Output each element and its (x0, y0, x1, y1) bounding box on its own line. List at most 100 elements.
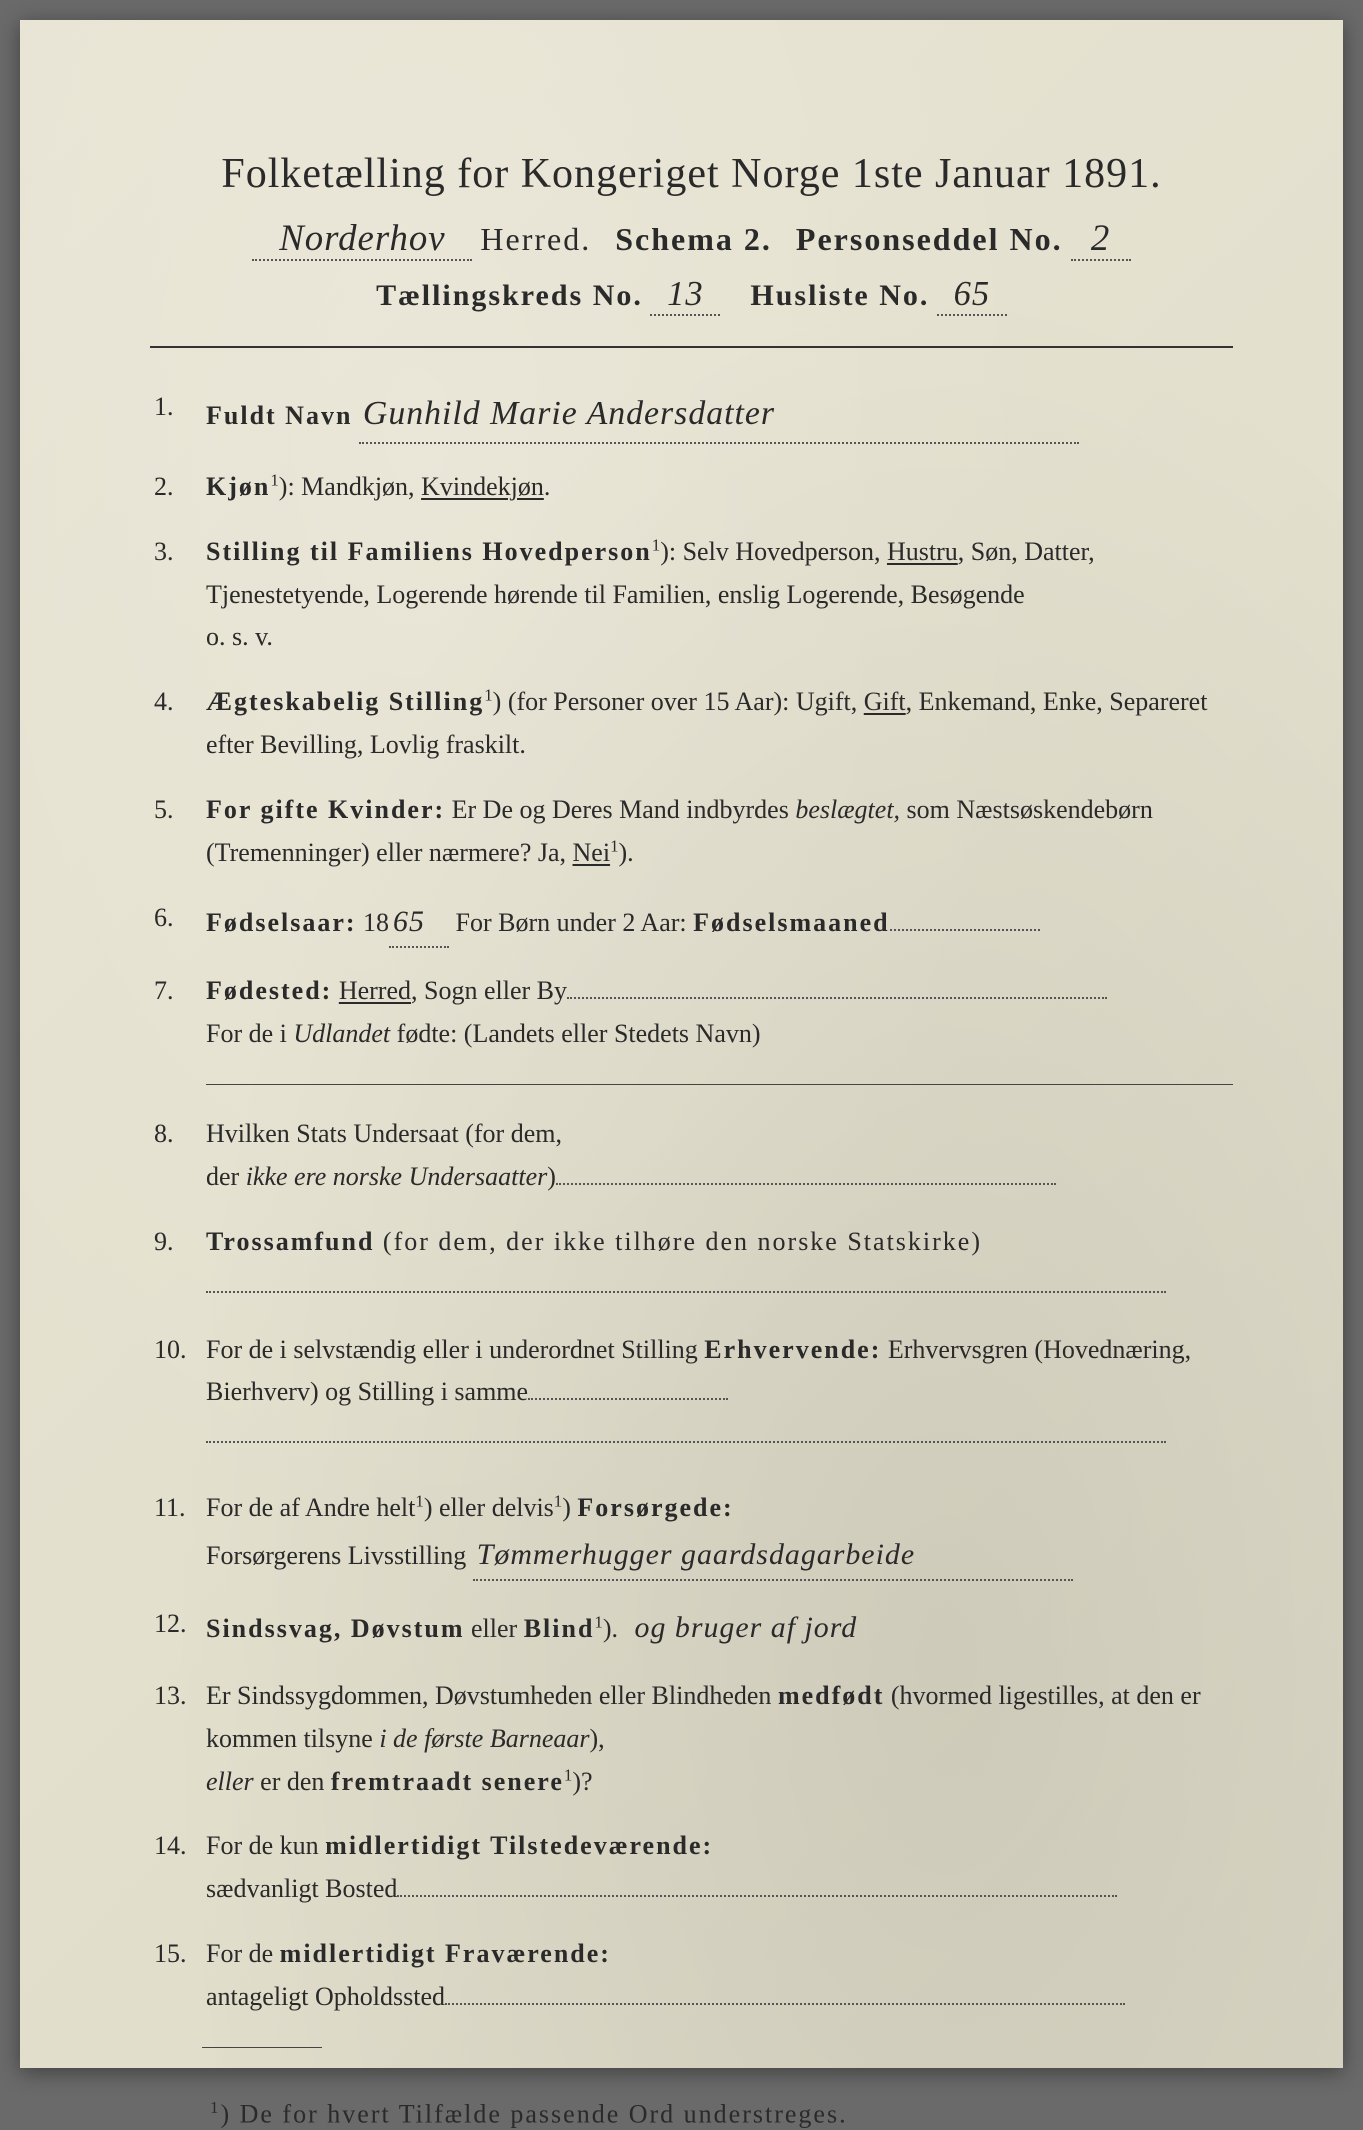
dotted-fill (528, 1374, 728, 1400)
entry-body: For de kun midlertidigt Tilstedeværende:… (206, 1825, 1233, 1911)
entry-5: 5. For gifte Kvinder: Er De og Deres Man… (154, 789, 1233, 875)
bold-text: midlertidigt Fraværende: (280, 1939, 611, 1968)
bold-text: Erhvervende: (704, 1335, 881, 1364)
text: For de kun (206, 1831, 325, 1860)
text: (for dem, der ikke tilhøre den norske St… (374, 1227, 982, 1256)
text: Er De og Deres Mand indbyrdes (445, 795, 795, 824)
text: ): Mandkjøn, (279, 472, 421, 501)
entry-4: 4. Ægteskabelig Stilling1) (for Personer… (154, 681, 1233, 767)
entry-body: For gifte Kvinder: Er De og Deres Mand i… (206, 789, 1233, 875)
personseddel-label: Personseddel No. (796, 221, 1063, 257)
year-prefix: 18 (357, 908, 390, 937)
italic-text: beslægtet, (795, 795, 900, 824)
selected-value: Nei (573, 838, 611, 867)
text: For de i selvstændig eller i underordnet… (206, 1335, 704, 1364)
text: For Børn under 2 Aar: (449, 908, 693, 937)
kreds-label: Tællingskreds No. (376, 279, 643, 312)
herred-value: Norderhov (252, 216, 472, 261)
text: ) (562, 1493, 577, 1522)
italic-text: Udlandet (293, 1019, 390, 1048)
entry-num: 1. (154, 386, 206, 444)
dotted-fill (445, 1979, 1125, 2005)
entry-12: 12. Sindssvag, Døvstum eller Blind1). og… (154, 1603, 1233, 1652)
entry-num: 6. (154, 897, 206, 948)
text: ). (603, 1614, 618, 1643)
entry-body: For de i selvstændig eller i underordnet… (206, 1329, 1233, 1458)
header-divider (150, 346, 1233, 348)
entry-num: 8. (154, 1113, 206, 1199)
field-label: Ægteskabelig Stilling (206, 687, 484, 716)
field-label: Stilling til Familiens Hovedperson (206, 537, 652, 566)
footnote-ref: 1 (610, 836, 618, 855)
entry-body: For de af Andre helt1) eller delvis1) Fo… (206, 1487, 1233, 1581)
entry-body: For de midlertidigt Fraværende: antageli… (206, 1933, 1233, 2019)
text: ) eller delvis (424, 1493, 554, 1522)
dotted-fill (397, 1871, 1117, 1897)
bold-text: midlertidigt Tilstedeværende: (325, 1831, 713, 1860)
field-label-2: Fødselsmaaned (693, 908, 889, 937)
entry-num: 10. (154, 1329, 206, 1458)
entry-2: 2. Kjøn1): Mandkjøn, Kvindekjøn. (154, 466, 1233, 509)
entry-10: 10. For de i selvstændig eller i underor… (154, 1329, 1233, 1458)
entry-num: 13. (154, 1675, 206, 1804)
field-label: Fødested: (206, 976, 332, 1005)
selected-value: Kvindekjøn (421, 472, 544, 501)
kreds-no: 13 (650, 275, 720, 316)
text: fødte: (Landets eller Stedets Navn) (390, 1019, 760, 1048)
footnote-text: ) De for hvert Tilfælde passende Ord und… (220, 2100, 847, 2129)
field-label: Kjøn (206, 472, 270, 501)
subtitle-row-2: Tællingskreds No. 13 Husliste No. 65 (150, 275, 1233, 316)
entry-body: Hvilken Stats Undersaat (for dem, der ik… (206, 1113, 1233, 1199)
entry-body: Ægteskabelig Stilling1) (for Personer ov… (206, 681, 1233, 767)
entries-list: 1. Fuldt Navn Gunhild Marie Andersdatter… (150, 386, 1233, 2019)
entry-14: 14. For de kun midlertidigt Tilstedevære… (154, 1825, 1233, 1911)
entry-13: 13. Er Sindssygdommen, Døvstumheden elle… (154, 1675, 1233, 1804)
text: antageligt Opholdssted (206, 1982, 445, 2011)
text: der (206, 1162, 246, 1191)
entry-num: 9. (154, 1221, 206, 1307)
footnote-ref: 1 (594, 1613, 602, 1632)
italic-text: i de første Barneaar (379, 1724, 589, 1753)
entry-body: Er Sindssygdommen, Døvstumheden eller Bl… (206, 1675, 1233, 1804)
entry-6: 6. Fødselsaar: 1865 For Børn under 2 Aar… (154, 897, 1233, 948)
full-name-value: Gunhild Marie Andersdatter (359, 386, 1079, 444)
entry-num: 2. (154, 466, 206, 509)
husliste-no: 65 (937, 275, 1007, 316)
herred-label: Herred. (480, 221, 591, 257)
selected-value: Gift (864, 687, 906, 716)
schema-label: Schema 2. (615, 221, 772, 257)
field-label: Fuldt Navn (206, 401, 352, 430)
selected-value: Herred (339, 976, 411, 1005)
text: Forsørgerens Livsstilling (206, 1541, 466, 1570)
entry-11: 11. For de af Andre helt1) eller delvis1… (154, 1487, 1233, 1581)
text: ): Selv Hovedperson, (660, 537, 887, 566)
text: ) (for Personer over 15 Aar): Ugift, (493, 687, 864, 716)
field-label: Trossamfund (206, 1227, 374, 1256)
footnote-ref: 1 (554, 1492, 562, 1511)
husliste-label: Husliste No. (750, 279, 929, 312)
footnote-ref: 1 (415, 1492, 423, 1511)
entry-1: 1. Fuldt Navn Gunhild Marie Andersdatter (154, 386, 1233, 444)
italic-text: eller (206, 1767, 254, 1796)
text: For de i (206, 1019, 293, 1048)
entry-8: 8. Hvilken Stats Undersaat (for dem, der… (154, 1113, 1233, 1199)
footnote-ref: 1 (270, 470, 278, 489)
entry-7: 7. Fødested: Herred, Sogn eller By For d… (154, 970, 1233, 1056)
dotted-fill (206, 1417, 1166, 1443)
entry-num: 14. (154, 1825, 206, 1911)
entry-body: Fødested: Herred, Sogn eller By For de i… (206, 970, 1233, 1056)
footnote-marker: 1 (210, 2098, 220, 2117)
document-page: Folketælling for Kongeriget Norge 1ste J… (20, 20, 1343, 2068)
entry-body: Sindssvag, Døvstum eller Blind1). og bru… (206, 1603, 1233, 1652)
entry-num: 12. (154, 1603, 206, 1652)
entry-15: 15. For de midlertidigt Fraværende: anta… (154, 1933, 1233, 2019)
personseddel-no: 2 (1071, 216, 1131, 261)
dotted-fill (556, 1159, 1056, 1185)
text: Er Sindssygdommen, Døvstumheden eller Bl… (206, 1681, 778, 1710)
dotted-fill (567, 973, 1107, 999)
text: , Sogn eller By (411, 976, 567, 1005)
entry-3: 3. Stilling til Familiens Hovedperson1):… (154, 531, 1233, 660)
text: . (544, 472, 551, 501)
footnote-ref: 1 (484, 686, 492, 705)
italic-text: ikke ere norske Undersaatter (246, 1162, 548, 1191)
